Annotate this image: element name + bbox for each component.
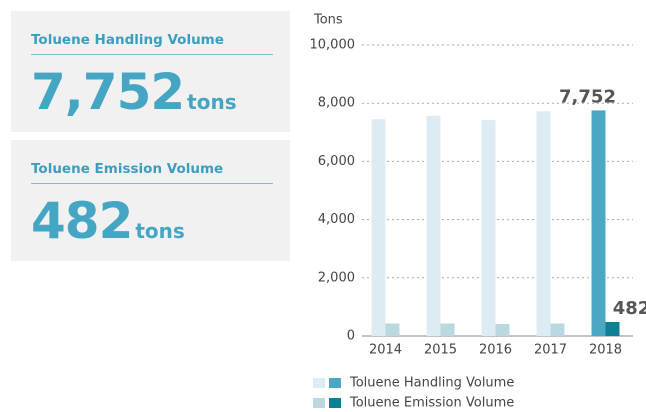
bar xyxy=(426,115,441,336)
legend-swatch xyxy=(313,378,325,388)
bar xyxy=(536,111,551,337)
x-tick-label: 2018 xyxy=(589,343,622,358)
legend-label: Toluene Handling Volume xyxy=(349,376,514,391)
y-axis-label: Tons xyxy=(313,13,343,28)
panel-title: Toluene Handling Volume xyxy=(31,32,273,55)
legend-swatch xyxy=(329,378,341,388)
bar xyxy=(440,323,455,336)
bar xyxy=(605,321,620,336)
legend-label: Toluene Emission Volume xyxy=(349,396,514,411)
emission-panel: Toluene Emission Volume 482 tons xyxy=(11,140,290,261)
value-label: 7,752 xyxy=(559,86,616,107)
y-tick-label: 10,000 xyxy=(310,38,356,53)
bar xyxy=(371,119,386,336)
panel-unit: tons xyxy=(187,90,237,114)
bar xyxy=(481,120,496,336)
legend-swatch xyxy=(313,398,325,408)
y-tick-label: 4,000 xyxy=(318,212,355,227)
y-tick-label: 6,000 xyxy=(318,154,355,169)
bar xyxy=(385,323,400,336)
x-tick-label: 2014 xyxy=(369,343,402,358)
x-tick-label: 2017 xyxy=(534,343,567,358)
x-tick-label: 2016 xyxy=(479,343,512,358)
y-tick-label: 0 xyxy=(347,329,355,344)
handling-panel: Toluene Handling Volume 7,752 tons xyxy=(11,11,290,132)
y-tick-label: 2,000 xyxy=(318,270,355,285)
value-label: 482 xyxy=(613,298,646,319)
bar xyxy=(550,323,565,336)
legend-swatch xyxy=(329,398,341,408)
y-tick-label: 8,000 xyxy=(318,96,355,111)
x-tick-label: 2015 xyxy=(424,343,457,358)
panel-title: Toluene Emission Volume xyxy=(31,161,273,184)
bar xyxy=(591,110,606,336)
panel-number: 482 xyxy=(31,192,133,250)
panel-unit: tons xyxy=(135,219,185,243)
panel-number: 7,752 xyxy=(31,63,185,121)
panel-value: 7,752 tons xyxy=(31,63,237,121)
bar xyxy=(495,324,510,336)
panel-value: 482 tons xyxy=(31,192,185,250)
